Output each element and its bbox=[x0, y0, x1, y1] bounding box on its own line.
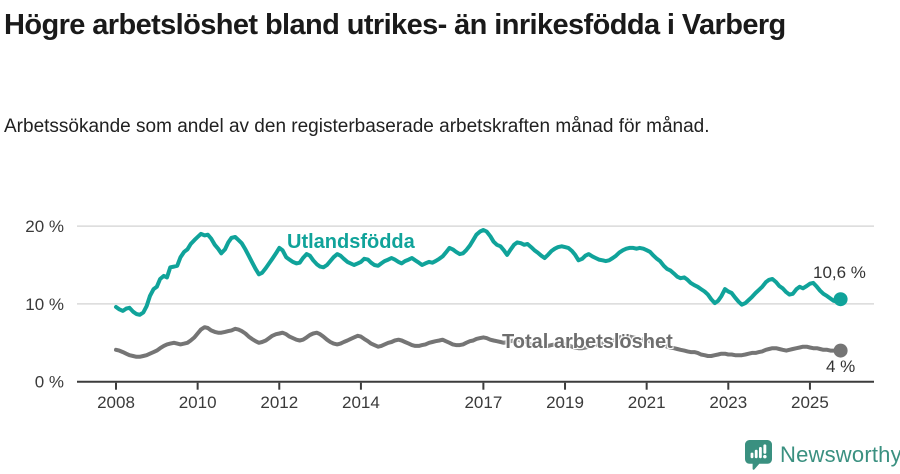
y-axis-label: 10 % bbox=[25, 295, 64, 314]
end-value-label-total: 4 % bbox=[826, 357, 856, 376]
series-line-utlandsfodda bbox=[114, 228, 843, 317]
series-line-total bbox=[114, 325, 843, 359]
x-axis-label: 2023 bbox=[709, 393, 747, 412]
x-axis-label: 2012 bbox=[260, 393, 298, 412]
series-label-total-arbetsloshet: Total arbetslöshet bbox=[502, 331, 673, 353]
y-axis-label: 0 % bbox=[35, 373, 64, 392]
brand-footer: Newsworthy bbox=[744, 439, 900, 470]
series-end-dot-total bbox=[833, 343, 848, 358]
page-title: Högre arbetslöshet bland utrikes- än inr… bbox=[4, 9, 786, 41]
x-axis-label: 2008 bbox=[97, 393, 135, 412]
x-axis-label: 2014 bbox=[342, 393, 380, 412]
x-axis-label: 2017 bbox=[464, 393, 502, 412]
x-axis-label: 2021 bbox=[628, 393, 666, 412]
end-value-label-utlandsfodda: 10,6 % bbox=[813, 263, 866, 282]
series-label-utlandsfodda: Utlandsfödda bbox=[287, 231, 415, 253]
x-axis-label: 2025 bbox=[791, 393, 829, 412]
y-axis-label: 20 % bbox=[25, 217, 64, 236]
x-axis-label: 2010 bbox=[179, 393, 217, 412]
newsworthy-logo-icon bbox=[745, 440, 772, 470]
x-axis-label: 2019 bbox=[546, 393, 584, 412]
series-end-dot-utlandsfodda bbox=[833, 292, 848, 307]
brand-name: Newsworthy bbox=[780, 441, 900, 467]
page-subtitle: Arbetssökande som andel av den registerb… bbox=[4, 116, 710, 137]
